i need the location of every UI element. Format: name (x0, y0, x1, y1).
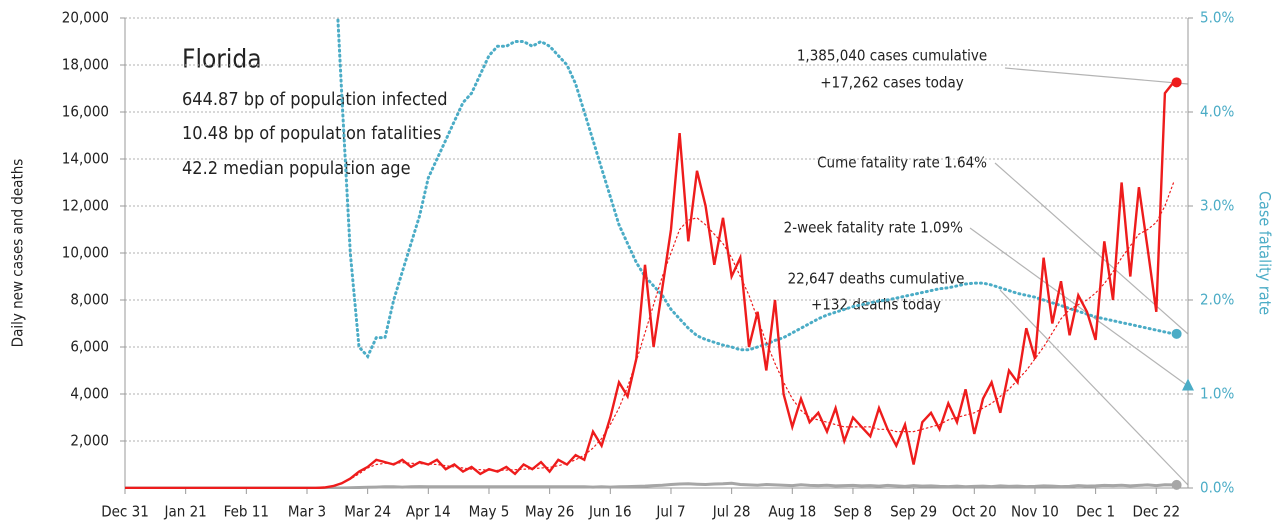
y-tick-label: 2,000 (70, 432, 109, 450)
x-tick-label: Jul 7 (655, 503, 685, 521)
series-line (336, 18, 1176, 360)
x-tick-label: Sep 29 (890, 503, 937, 521)
x-tick-label: Dec 31 (101, 503, 149, 521)
y-tick-label: 20,000 (62, 9, 109, 27)
x-tick-label: Jun 16 (588, 503, 632, 521)
end-marker (1171, 328, 1182, 339)
y2-tick-label: 3.0% (1200, 197, 1234, 215)
x-tick-label: Aug 18 (768, 503, 816, 521)
y-tick-label: 4,000 (70, 385, 109, 403)
leader-line (969, 227, 1189, 387)
leaders (969, 67, 1189, 486)
y-tick-label: 12,000 (62, 197, 109, 215)
series-line (125, 181, 1175, 489)
annotation: +132 deaths today (811, 296, 941, 314)
x-tick-label: Jul 28 (712, 503, 751, 521)
annotation: +17,262 cases today (820, 74, 964, 92)
x-tick-label: Jan 21 (164, 503, 207, 521)
y-axis-label: Daily new cases and deaths (9, 159, 27, 348)
info-line: 42.2 median population age (182, 158, 411, 179)
y2-tick-label: 4.0% (1200, 103, 1234, 121)
x-tick-label: Apr 14 (406, 503, 451, 521)
y2-tick-label: 1.0% (1200, 385, 1234, 403)
y-tick-label: 14,000 (62, 150, 109, 168)
info-line: 644.87 bp of population infected (182, 89, 447, 110)
annotation: 22,647 deaths cumulative (788, 270, 965, 288)
leader-line (1004, 67, 1189, 85)
y2-tick-label: 0.0% (1200, 479, 1234, 497)
end-marker (1171, 77, 1182, 88)
end-marker (1171, 479, 1182, 490)
x-tick-label: Mar 3 (288, 503, 326, 521)
y-tick-label: 16,000 (62, 103, 109, 121)
leader-line (999, 289, 1189, 486)
x-tick-label: Dec 22 (1132, 503, 1180, 521)
series-line (125, 81, 1175, 489)
annotation: 2-week fatality rate 1.09% (784, 219, 964, 237)
y-tick-label: 6,000 (70, 338, 109, 356)
y2-tick-label: 2.0% (1200, 291, 1234, 309)
x-tick-label: Feb 11 (224, 503, 269, 521)
x-tick-label: May 5 (469, 503, 510, 521)
y-tick-label: 18,000 (62, 56, 109, 74)
y2-axis-label: Case fatality rate (1256, 191, 1275, 315)
x-tick-label: Nov 10 (1011, 503, 1059, 521)
annotation: Cume fatality rate 1.64% (817, 154, 987, 172)
x-tick-label: Oct 20 (952, 503, 997, 521)
x-tick-label: Sep 8 (834, 503, 872, 521)
x-tick-label: Dec 1 (1076, 503, 1115, 521)
x-tick-label: May 26 (525, 503, 574, 521)
y-tick-label: 10,000 (62, 244, 109, 262)
info-title: Florida (182, 45, 262, 75)
x-tick-label: Mar 24 (344, 503, 391, 521)
two-week-marker (1182, 378, 1194, 391)
info-line: 10.48 bp of population fatalities (182, 123, 441, 144)
annotation: 1,385,040 cases cumulative (797, 47, 987, 65)
y2-tick-label: 5.0% (1200, 9, 1234, 27)
y-tick-label: 8,000 (70, 291, 109, 309)
